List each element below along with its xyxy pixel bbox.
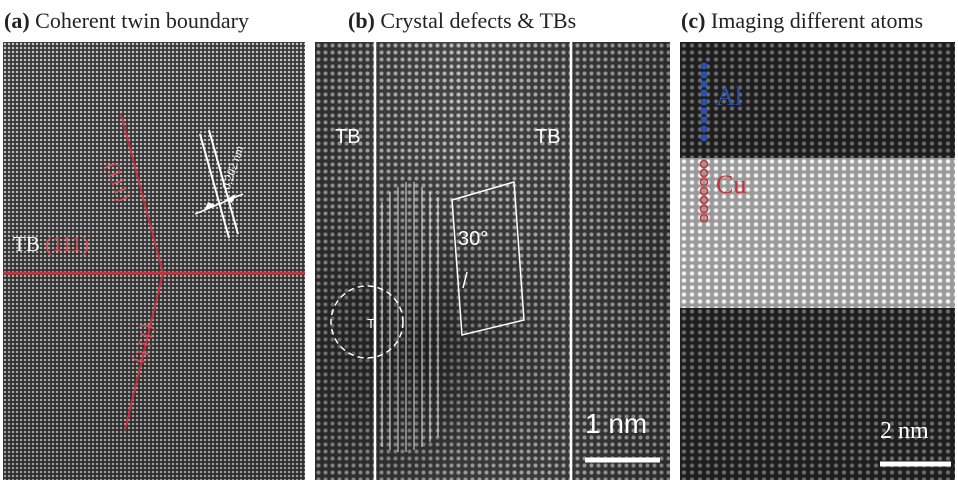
upper-plane-line bbox=[120, 113, 164, 274]
panel-b-annotations bbox=[330, 42, 660, 480]
panel-a-title: (a) Coherent twin boundary bbox=[4, 4, 249, 38]
plane-main-label: (111) bbox=[45, 232, 90, 256]
panel-a-micrograph: TB (111) (111) (111) 0.202 nm bbox=[3, 42, 305, 480]
al-atom-column bbox=[700, 62, 708, 142]
panel-a-annotations bbox=[3, 113, 305, 431]
panel-b-title-text: Crystal defects & TBs bbox=[380, 8, 577, 33]
tb-label: TB (111) bbox=[13, 232, 89, 257]
panel-a-letter: (a) bbox=[4, 8, 30, 33]
lower-plane-line bbox=[124, 272, 164, 431]
scale-label-b: 1 nm bbox=[585, 408, 648, 439]
panel-c-title-text: Imaging different atoms bbox=[710, 8, 924, 33]
scale-label-c: 2 nm bbox=[880, 418, 929, 444]
tb-left-label: TB bbox=[335, 126, 361, 148]
cu-label: Cu bbox=[716, 170, 747, 199]
angle-arrow bbox=[462, 271, 468, 289]
al-label: Al bbox=[716, 82, 742, 111]
spacing-line-left bbox=[199, 133, 230, 239]
panel-c-letter: (c) bbox=[681, 8, 706, 33]
panel-a-title-text: Coherent twin boundary bbox=[35, 8, 250, 33]
spacing-arrow bbox=[194, 193, 244, 215]
defect-symbol: T bbox=[367, 316, 375, 331]
cu-atom-column bbox=[699, 159, 709, 223]
spacing-arrow-head-left bbox=[204, 202, 215, 211]
angle-label: 30° bbox=[458, 228, 489, 250]
panel-c-micrograph: Al Cu 2 nm bbox=[680, 42, 955, 480]
panel-b-title: (b) Crystal defects & TBs bbox=[348, 4, 576, 38]
cu-layer bbox=[680, 158, 955, 308]
panel-c-title: (c) Imaging different atoms bbox=[681, 4, 923, 38]
angle-box bbox=[451, 181, 525, 336]
panel-b-micrograph: TB TB 30° T 1 nm bbox=[315, 42, 670, 480]
defect-circle bbox=[330, 285, 404, 359]
lattice-plane-lines bbox=[381, 182, 439, 452]
panel-b-letter: (b) bbox=[348, 8, 375, 33]
panel-c-annotations bbox=[699, 62, 951, 467]
spacing-line-right bbox=[208, 129, 239, 235]
spacing-arrow-head-right bbox=[225, 194, 236, 203]
tb-right-label: TB bbox=[535, 126, 561, 148]
tb-text: TB bbox=[13, 232, 40, 256]
panel-a-shading bbox=[3, 42, 305, 480]
